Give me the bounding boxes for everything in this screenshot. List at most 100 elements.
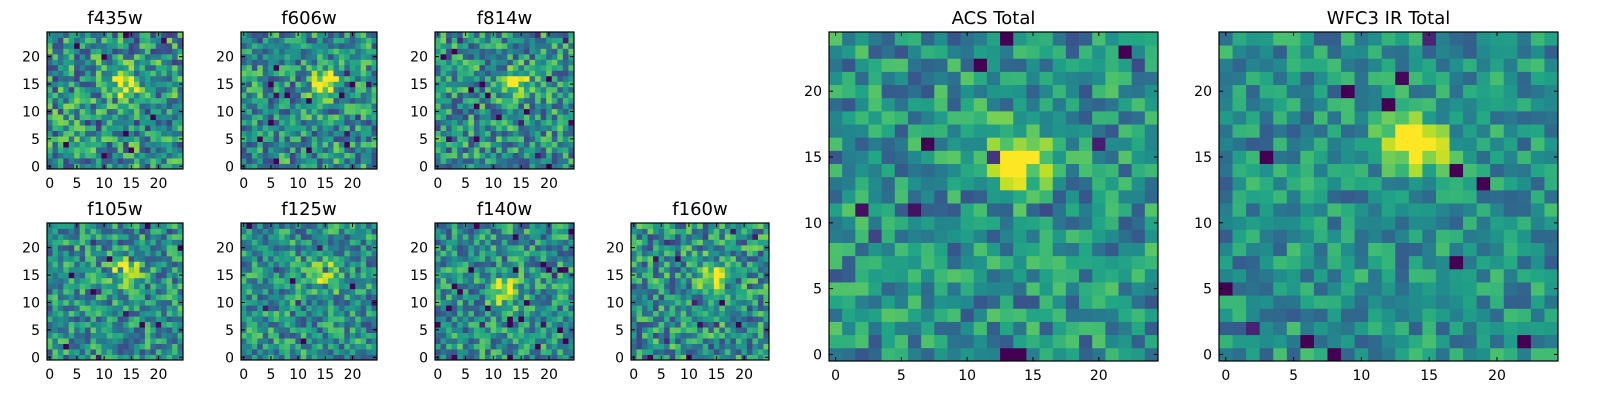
x-tick-label: 15 [512,176,530,192]
heatmap-cell [150,64,157,71]
heatmap-cell [1144,242,1159,257]
heatmap-cell [322,321,329,328]
heatmap-cell [479,97,486,104]
heatmap-cell [518,147,525,153]
heatmap-cell [246,53,253,60]
heatmap-cell [322,48,329,55]
heatmap-cell [512,321,519,328]
heatmap-cell [507,32,514,38]
heatmap-cell [1026,268,1040,283]
heatmap-cell [473,321,480,328]
heatmap-cell [333,266,340,273]
heatmap-cell [1079,163,1093,178]
y-tick-label: 5 [225,323,234,339]
heatmap-cell [557,125,564,132]
heatmap-cell [90,299,97,306]
heatmap-cell [134,114,140,121]
heatmap-cell [546,103,553,110]
heatmap-cell [551,272,558,279]
heatmap-cell [708,277,715,284]
heatmap-cell [112,239,119,246]
heatmap-cell [106,343,113,350]
heatmap-cell [435,152,441,159]
heatmap-cell [868,150,883,164]
heatmap-cell [568,349,575,355]
heatmap-cell [246,250,253,257]
heatmap-cell [123,136,129,142]
heatmap-cell [501,64,508,71]
heatmap-cell [446,75,453,82]
heatmap-cell [68,114,75,121]
heatmap-cell [47,141,53,148]
heatmap-cell [546,261,553,268]
heatmap-cell [246,147,253,153]
heatmap-cell [551,321,558,328]
heatmap-cell [161,32,168,38]
heatmap-cell [894,189,909,204]
heatmap-cell [155,283,162,290]
heatmap-cell [289,97,296,104]
heatmap-cell [1118,334,1133,349]
heatmap-cell [284,239,291,246]
heatmap-cell [257,53,264,60]
heatmap-cell [713,244,720,251]
heatmap-cell [295,81,302,88]
heatmap-cell [262,223,269,229]
heatmap-cell [496,349,503,355]
heatmap-cell [664,338,671,344]
heatmap-cell [757,277,764,284]
heatmap-cell [47,119,53,126]
heatmap-cell [653,354,659,361]
heatmap-cell [529,136,536,142]
heatmap-cell [501,81,508,88]
heatmap-cell [446,163,453,170]
heatmap-cell [757,316,764,323]
y-tick-label: 15 [216,77,234,93]
heatmap-cell [306,343,313,350]
heatmap-cell [763,343,770,350]
heatmap-cell [101,59,108,66]
heatmap-cell [669,277,676,284]
heatmap-cell [507,261,514,268]
heatmap-cell [322,92,329,99]
heatmap-cell [435,266,441,273]
heatmap-cell [95,92,102,99]
heatmap-cell [551,288,558,295]
heatmap-cell [647,321,654,328]
heatmap-cell [675,310,682,317]
heatmap-cell [246,108,253,115]
heatmap-cell [490,81,497,88]
heatmap-cell [512,53,519,60]
heatmap-cell [172,75,178,82]
heatmap-cell [735,354,742,361]
heatmap-cell [631,250,637,257]
heatmap-cell [273,64,280,71]
heatmap-cell [490,294,497,301]
heatmap-cell [284,283,291,290]
heatmap-cell [462,343,469,350]
heatmap-cell [675,343,682,350]
heatmap-cell [1065,347,1080,362]
heatmap-cell [686,266,693,273]
heatmap-cell [144,244,151,251]
heatmap-cell [507,272,514,279]
heatmap-cell [246,163,253,170]
heatmap-cell [562,64,569,71]
heatmap-cell [1079,295,1093,309]
heatmap-cell [311,332,318,339]
heatmap-cell [117,277,124,284]
heatmap-cell [85,147,91,153]
heatmap-cell [562,244,569,251]
heatmap-cell [246,48,253,55]
heatmap-cell [763,223,770,229]
heatmap-cell [74,92,81,99]
heatmap-cell [117,108,124,115]
heatmap-cell [262,158,269,164]
heatmap-cell [101,277,108,284]
heatmap-cell [1052,163,1067,178]
heatmap-cell [300,108,307,115]
heatmap-cell [829,229,843,243]
heatmap-cell [691,338,698,344]
heatmap-cell [349,255,356,262]
heatmap-cell [166,158,173,164]
